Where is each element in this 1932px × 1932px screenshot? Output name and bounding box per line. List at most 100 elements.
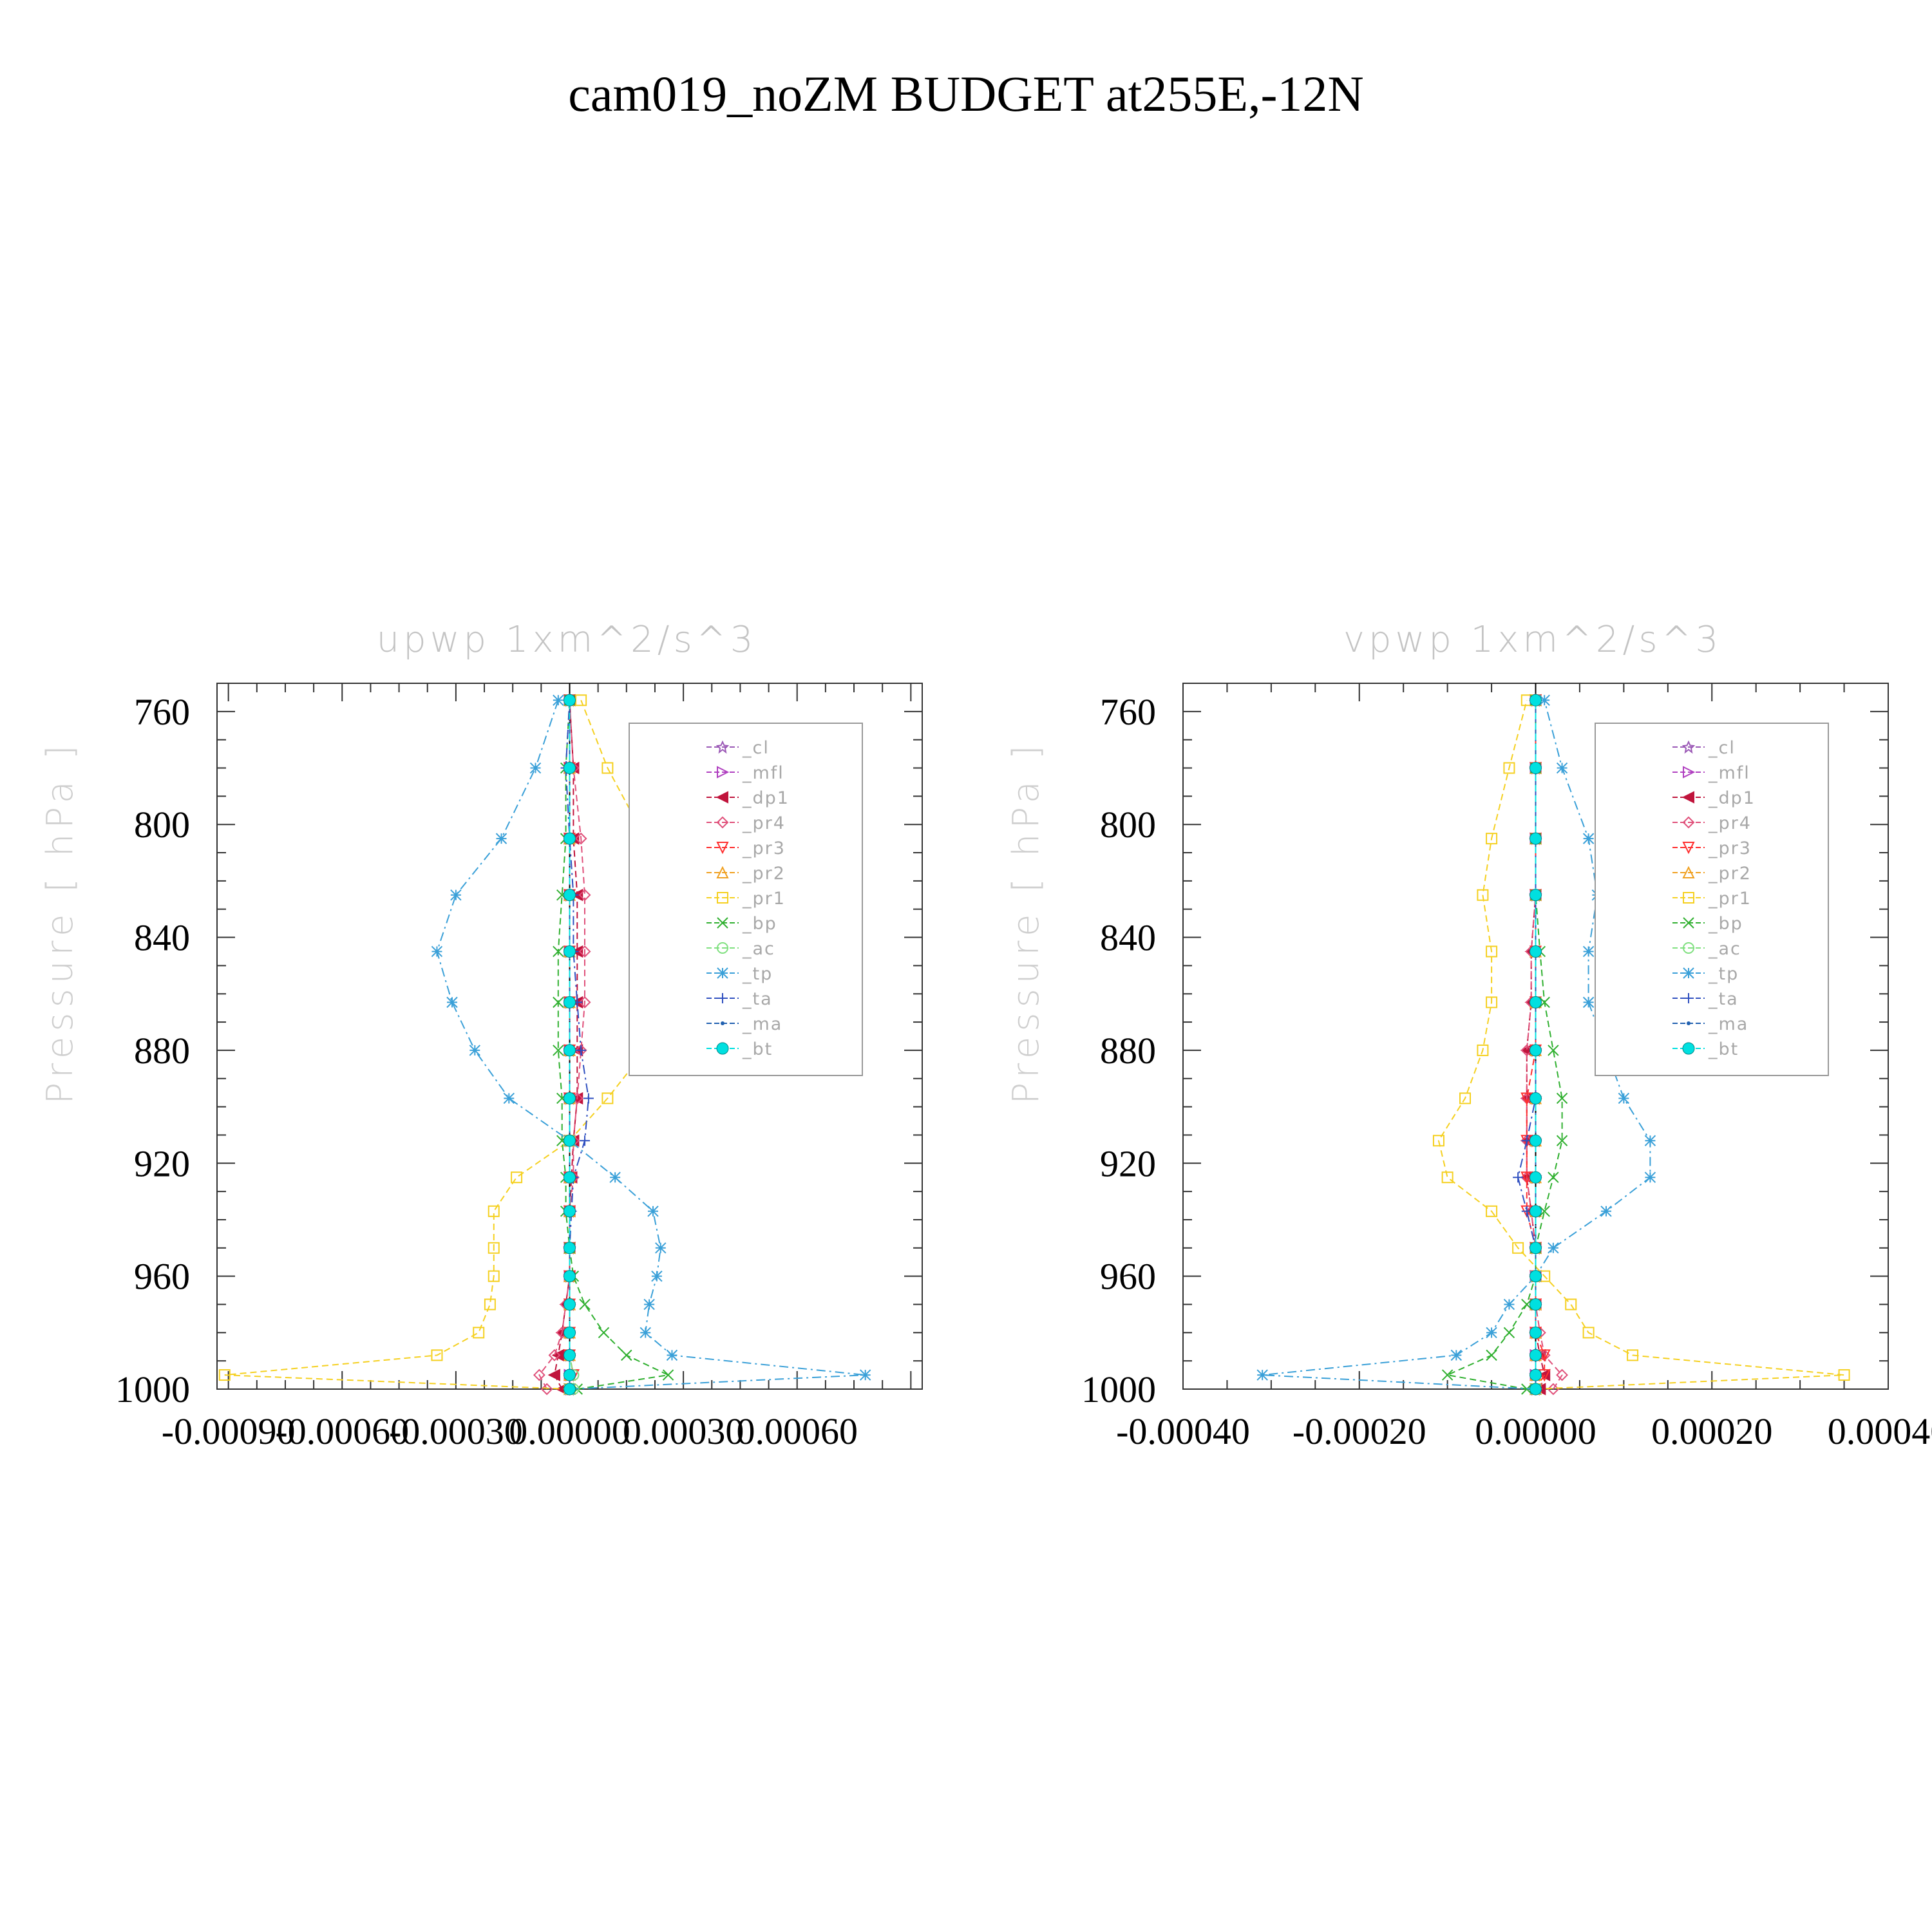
upwp-series-bp-point: [553, 1045, 564, 1056]
vpwp-series-bt-point: [1530, 1205, 1542, 1218]
vpwp-series-tp-point: [1582, 996, 1595, 1009]
vpwp-series-bt-point: [1530, 1383, 1542, 1396]
vpwp-series-tp-point: [1582, 833, 1595, 844]
upwp-series-pr1-point: [575, 694, 587, 706]
upwp-legend-pr1-marker: [717, 892, 728, 904]
vpwp-series-bp-point: [1539, 996, 1550, 1009]
vpwp-series-bp-point: [1503, 1327, 1515, 1339]
upwp-legend-pr4-marker: [716, 816, 729, 829]
upwp-series-pr4-point: [533, 1368, 545, 1381]
vpwp-legend-mfl-marker: [1683, 766, 1696, 779]
vpwp-series-pr1-point: [1477, 889, 1489, 901]
vpwp-series-pr3-point: [1538, 1369, 1551, 1382]
vpwp-legend-dp1-marker: [1681, 791, 1694, 804]
vpwp-series-tp-point: [1503, 1298, 1515, 1311]
upwp-series-tp-line: [436, 699, 866, 1390]
vpwp-series-bt-point: [1530, 1242, 1542, 1255]
upwp-series-pr4-point: [574, 832, 587, 845]
vpwp-panel: vpwp 1xm^2/s^3 Pressure [ hPa ] 760 800 84…: [1005, 619, 1932, 1452]
upwp-series-bt-point: [564, 1092, 576, 1104]
vpwp-series-tp-point: [1644, 1171, 1656, 1183]
vpwp-legend-ac-label: _ac: [1708, 939, 1741, 959]
vpwp-series-bt-point: [1530, 1044, 1542, 1057]
figure-title: cam019_noZM BUDGET at255E,-12N: [568, 66, 1364, 122]
upwp-series-tp-point: [450, 889, 462, 901]
vpwp-series-ta-line: [1517, 700, 1537, 1389]
upwp-legend-ac-marker: [717, 942, 728, 954]
upwp-series-tp-point: [643, 1298, 655, 1311]
upwp-series-tp-point: [503, 1092, 515, 1104]
upwp-series-pr4-line: [538, 700, 585, 1390]
vpwp-series-pr1-point: [1512, 1242, 1524, 1254]
upwp-series-pr4-point: [548, 1349, 561, 1361]
vpwp-series-tp-point: [1644, 1135, 1656, 1146]
upwp-legend-mfl-marker: [717, 766, 730, 779]
upwp-legend-cl-marker: [715, 740, 730, 754]
upwp-series-bp-point: [662, 1369, 674, 1381]
upwp-series-pr1-point: [218, 1369, 231, 1381]
vpwp-series-bt-point: [1530, 1171, 1542, 1184]
vpwp-series-bt-point: [1530, 1368, 1542, 1381]
vpwp-legend-ma-label: _ma: [1708, 1014, 1748, 1034]
vpwp-legend-bp-label: _bp: [1708, 914, 1743, 934]
upwp-panel-title: upwp 1xm^2/s^3: [377, 619, 757, 661]
upwp-series-pr1-point: [488, 1270, 500, 1282]
upwp-series-ta-point: [583, 1093, 594, 1104]
upwp-series-bt-point: [564, 1270, 576, 1283]
vpwp-series-pr1-point: [1486, 1205, 1498, 1217]
upwp-series-ta-line: [565, 700, 589, 1389]
vpwp-series-pr3-point: [1520, 1171, 1533, 1184]
upwp-series-bp-point: [579, 1298, 591, 1311]
vpwp-series-bt-point: [1530, 945, 1542, 958]
vpwp-series-bp-point: [1556, 1135, 1568, 1146]
upwp-series-bt-point: [564, 694, 576, 706]
vpwp-series-tp-point: [1548, 1242, 1559, 1254]
upwp-series-pr4-point: [540, 1383, 553, 1396]
vpwp-series-pr3-point: [1538, 1349, 1551, 1362]
vpwp-legend-tp-marker: [1683, 967, 1694, 979]
vpwp-y-tick-label: 840: [1100, 917, 1156, 959]
upwp-series-tp-point: [647, 1206, 659, 1217]
upwp-series-bt-point: [564, 996, 576, 1009]
vpwp-y-axis-label: Pressure [ hPa ]: [1005, 740, 1047, 1104]
vpwp-legend-tp-label: _tp: [1708, 964, 1739, 984]
upwp-series-bt-point: [564, 1298, 576, 1311]
upwp-series-pr1-point: [488, 1205, 500, 1217]
upwp-y-tick-label: 800: [134, 804, 190, 846]
upwp-y-tick-label: 960: [134, 1256, 190, 1298]
vpwp-legend-dp1-label: _dp1: [1708, 788, 1756, 808]
vpwp-series-bp-point: [1539, 1206, 1550, 1217]
upwp-legend-pr3-label: _pr3: [742, 838, 786, 858]
vpwp-legend-pr3-marker: [1682, 842, 1695, 855]
vpwp-series-bt-point: [1530, 1270, 1542, 1283]
upwp-x-tick-label: 0.00060: [736, 1410, 858, 1452]
upwp-series-pr4-point: [578, 996, 591, 1009]
upwp-series-tp-point: [553, 694, 564, 706]
upwp-legend-ma-marker: [721, 1021, 724, 1025]
vpwp-series-bt-point: [1530, 889, 1542, 902]
vpwp-series-bt-point: [1530, 1092, 1542, 1104]
vpwp-legend-bt-marker: [1682, 1042, 1695, 1055]
upwp-series-bp-point: [553, 945, 564, 958]
upwp-legend-ma-label: _ma: [742, 1014, 782, 1034]
vpwp-series-tp-point: [1486, 1327, 1497, 1339]
upwp-legend-bp-label: _bp: [742, 914, 777, 934]
upwp-series-tp-point: [495, 833, 507, 844]
upwp-series-pr1-point: [601, 1092, 614, 1104]
vpwp-series-bt-point: [1530, 762, 1542, 775]
vpwp-legend-pr2-marker: [1682, 866, 1695, 878]
upwp-y-tick-label: 920: [134, 1142, 190, 1184]
upwp-legend-cl-label: _cl: [742, 738, 770, 758]
upwp-series-pr1-point: [511, 1171, 523, 1184]
vpwp-x-tick-label: 0.00020: [1651, 1410, 1773, 1452]
vpwp-series-pr1-point: [1441, 1171, 1454, 1184]
upwp-series-dp1-point: [547, 1368, 560, 1381]
upwp-series-bp-point: [598, 1327, 610, 1339]
vpwp-x-tick-label: -0.00020: [1293, 1410, 1426, 1452]
upwp-x-tick-label: -0.00060: [275, 1410, 409, 1452]
upwp-series-pr4-point: [578, 945, 591, 958]
upwp-series-bt-point: [564, 1134, 576, 1147]
upwp-series-bt-point: [564, 832, 576, 845]
upwp-series-pr4-point: [578, 889, 591, 902]
upwp-legend-pr2-marker: [716, 866, 729, 878]
